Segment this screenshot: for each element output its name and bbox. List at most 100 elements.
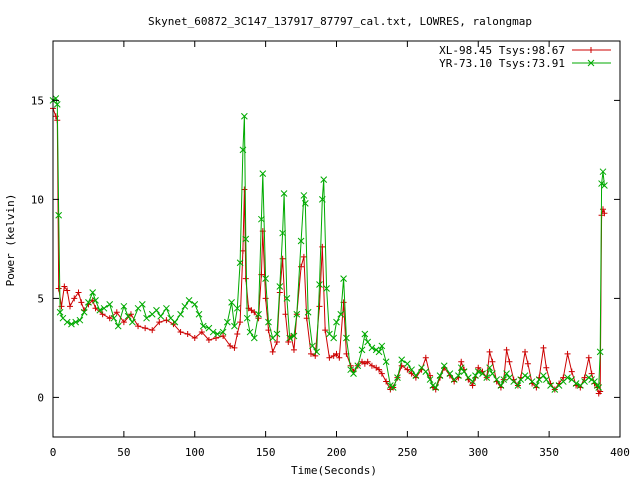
data-point — [55, 285, 62, 292]
data-point — [72, 318, 80, 326]
data-point — [408, 366, 415, 374]
x-tick: 200 — [327, 41, 346, 459]
data-point — [61, 283, 68, 290]
x-tick: 100 — [185, 41, 205, 459]
data-point — [432, 384, 440, 391]
series-line — [52, 97, 605, 391]
data-point — [598, 180, 605, 187]
data-point — [67, 303, 74, 310]
data-point — [337, 310, 345, 318]
data-point — [503, 370, 510, 377]
data-point — [300, 253, 307, 260]
data-point — [283, 295, 291, 302]
data-point — [195, 310, 203, 318]
data-point — [143, 314, 150, 322]
data-point — [320, 176, 328, 183]
data-point — [422, 368, 430, 376]
data-point — [110, 314, 118, 322]
data-point — [273, 330, 281, 338]
data-point — [198, 329, 205, 336]
data-point — [300, 192, 308, 199]
data-point — [290, 332, 298, 340]
x-tick-label: 0 — [50, 446, 57, 459]
data-point — [120, 319, 127, 326]
data-point — [533, 382, 540, 389]
data-point — [429, 382, 437, 389]
data-point — [181, 302, 189, 310]
legend-entry: XL-98.45 Tsys:98.67 — [439, 44, 611, 57]
data-point — [262, 275, 269, 282]
data-point — [601, 182, 608, 189]
series-line — [52, 108, 605, 395]
data-point — [313, 348, 321, 356]
data-point — [177, 329, 184, 336]
x-tick: 50 — [117, 41, 131, 459]
data-point — [220, 333, 227, 340]
data-point — [279, 255, 286, 262]
data-point — [237, 319, 244, 326]
series-1 — [50, 105, 608, 397]
data-point — [301, 200, 309, 207]
data-point — [372, 346, 380, 354]
data-point — [398, 362, 405, 369]
data-point — [239, 247, 246, 254]
data-point — [326, 354, 333, 361]
data-point — [297, 237, 305, 245]
data-point — [304, 308, 312, 316]
data-point — [506, 358, 513, 365]
data-point — [436, 372, 444, 379]
data-point — [474, 368, 482, 376]
data-point — [500, 376, 508, 383]
axes-layer: 0 50 100 150 200 250 300 350 400 0 5 10 15 — [31, 41, 630, 459]
data-point — [343, 334, 350, 342]
data-point — [276, 283, 284, 290]
data-point — [540, 344, 547, 351]
data-point — [184, 331, 191, 338]
data-point — [564, 374, 571, 381]
data-point — [262, 295, 269, 302]
plot-frame — [52, 40, 621, 438]
data-point — [581, 374, 588, 381]
legend-marker — [587, 59, 595, 67]
data-point — [347, 366, 355, 374]
data-point — [92, 297, 99, 304]
data-point — [316, 281, 323, 288]
data-point — [280, 190, 288, 197]
data-point — [233, 304, 241, 312]
x-axis-label: Time(Seconds) — [291, 464, 377, 477]
data-point — [591, 378, 598, 385]
x-tick: 350 — [539, 41, 559, 459]
data-point — [269, 348, 276, 355]
data-point — [330, 334, 338, 342]
data-point — [242, 235, 250, 243]
data-point — [75, 289, 82, 296]
data-point — [78, 299, 85, 306]
data-point — [354, 362, 362, 370]
data-point — [242, 275, 249, 282]
data-point — [234, 331, 241, 338]
data-point — [486, 348, 493, 355]
data-point — [227, 342, 234, 349]
data-point — [138, 300, 146, 308]
y-tick-label: 5 — [37, 292, 44, 305]
data-point — [293, 310, 301, 318]
data-point — [171, 318, 179, 326]
data-point — [106, 300, 114, 308]
y-axis-label: Power (kelvin) — [4, 194, 17, 287]
data-point — [191, 300, 199, 308]
data-point — [404, 360, 411, 368]
data-point — [540, 372, 547, 379]
data-point — [120, 302, 128, 310]
data-point — [96, 306, 104, 314]
data-point — [236, 259, 244, 267]
x-tick: 150 — [256, 41, 276, 459]
x-tick-label: 300 — [468, 446, 488, 459]
data-point — [564, 350, 571, 357]
data-point — [68, 320, 75, 328]
data-point — [241, 112, 248, 120]
data-point — [469, 382, 476, 389]
data-point — [63, 318, 71, 326]
data-point — [361, 330, 369, 338]
